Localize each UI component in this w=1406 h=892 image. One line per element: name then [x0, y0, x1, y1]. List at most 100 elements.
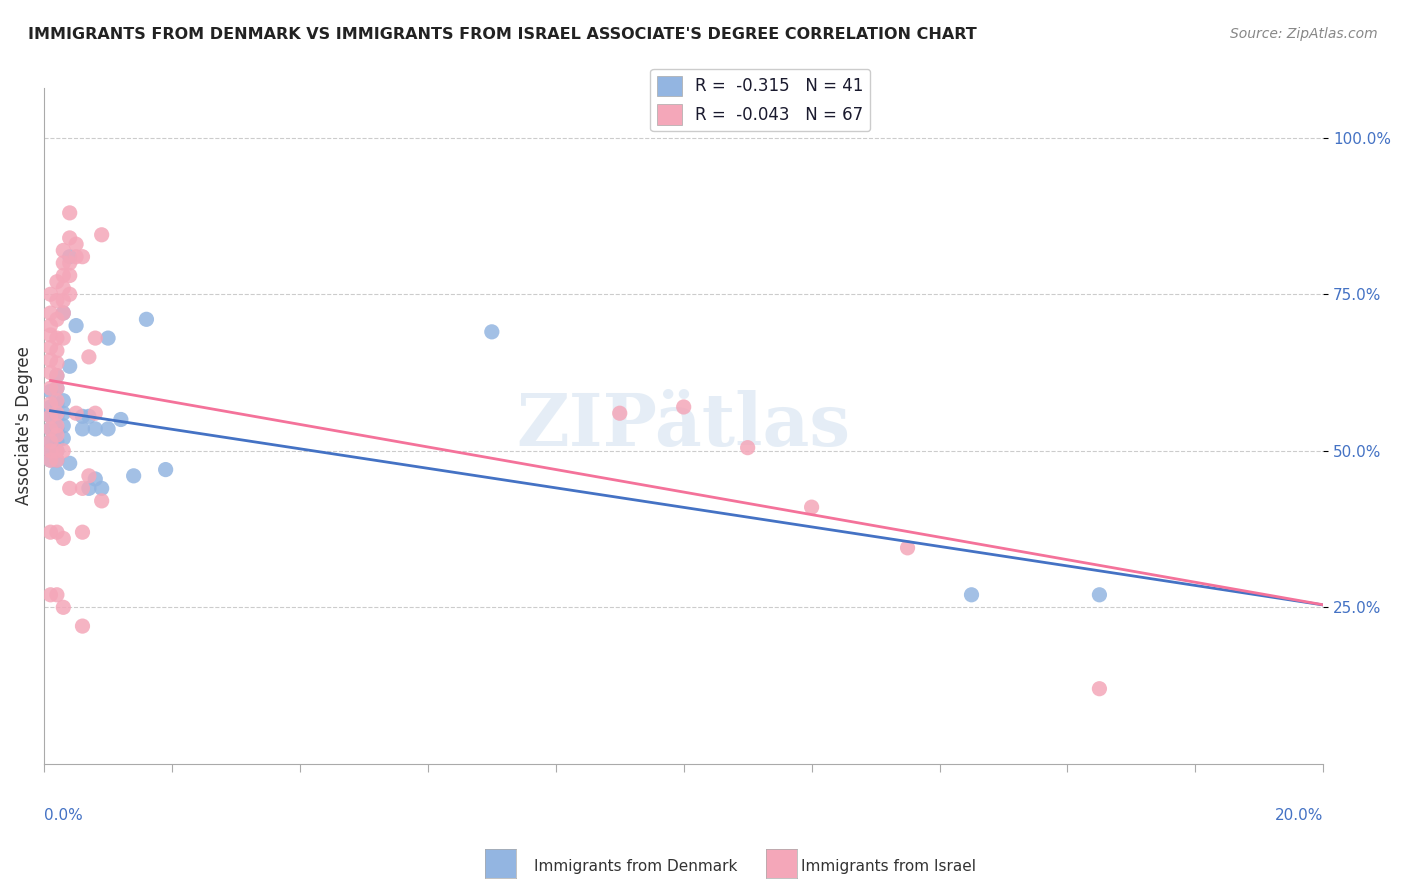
- Point: [52, 256, 75, 270]
- Point: [90, 494, 112, 508]
- Point: [84, 331, 107, 345]
- Point: [97, 422, 120, 436]
- Point: [45, 588, 67, 602]
- Point: [72, 619, 94, 633]
- Point: [84, 422, 107, 436]
- Point: [45, 368, 67, 383]
- Point: [84, 472, 107, 486]
- Point: [65, 318, 87, 333]
- Point: [59, 256, 82, 270]
- Point: [39, 341, 62, 355]
- Point: [59, 456, 82, 470]
- Point: [45, 434, 67, 449]
- Point: [39, 434, 62, 449]
- Point: [90, 481, 112, 495]
- Point: [960, 588, 983, 602]
- Point: [39, 588, 62, 602]
- Point: [122, 468, 145, 483]
- Point: [896, 541, 918, 555]
- Point: [39, 422, 62, 436]
- Point: [45, 397, 67, 411]
- Y-axis label: Associate's Degree: Associate's Degree: [15, 346, 32, 505]
- Point: [59, 359, 82, 374]
- Point: [672, 400, 695, 414]
- Point: [52, 331, 75, 345]
- Point: [65, 406, 87, 420]
- Point: [84, 406, 107, 420]
- Point: [90, 227, 112, 242]
- Point: [45, 428, 67, 442]
- Point: [52, 306, 75, 320]
- Point: [72, 525, 94, 540]
- Point: [45, 525, 67, 540]
- Point: [52, 406, 75, 420]
- Point: [39, 525, 62, 540]
- Point: [59, 231, 82, 245]
- Point: [72, 481, 94, 495]
- Point: [97, 331, 120, 345]
- Point: [52, 244, 75, 258]
- Point: [77, 350, 100, 364]
- Point: [72, 409, 94, 424]
- Point: [45, 443, 67, 458]
- Point: [52, 443, 75, 458]
- Point: [39, 443, 62, 458]
- Point: [45, 453, 67, 467]
- Point: [39, 453, 62, 467]
- Text: IMMIGRANTS FROM DENMARK VS IMMIGRANTS FROM ISRAEL ASSOCIATE'S DEGREE CORRELATION: IMMIGRANTS FROM DENMARK VS IMMIGRANTS FR…: [28, 27, 977, 42]
- Point: [39, 328, 62, 343]
- Point: [77, 409, 100, 424]
- Point: [45, 418, 67, 433]
- Point: [39, 434, 62, 449]
- Point: [39, 318, 62, 333]
- Point: [39, 353, 62, 368]
- Point: [52, 600, 75, 615]
- Point: [39, 409, 62, 424]
- Point: [39, 422, 62, 436]
- Point: [1088, 588, 1111, 602]
- Point: [800, 500, 823, 515]
- Point: [52, 293, 75, 308]
- Point: [39, 443, 62, 458]
- Point: [39, 397, 62, 411]
- Text: Immigrants from Israel: Immigrants from Israel: [801, 859, 976, 874]
- Point: [39, 381, 62, 395]
- Point: [45, 343, 67, 358]
- Point: [72, 250, 94, 264]
- Point: [52, 268, 75, 283]
- Point: [59, 481, 82, 495]
- Point: [59, 206, 82, 220]
- Point: [45, 293, 67, 308]
- Text: Immigrants from Denmark: Immigrants from Denmark: [534, 859, 738, 874]
- Point: [65, 250, 87, 264]
- Point: [45, 381, 67, 395]
- Legend: R =  -0.315   N = 41, R =  -0.043   N = 67: R = -0.315 N = 41, R = -0.043 N = 67: [651, 69, 870, 131]
- Point: [52, 393, 75, 408]
- Point: [45, 312, 67, 326]
- Point: [609, 406, 631, 420]
- Point: [45, 381, 67, 395]
- Point: [52, 532, 75, 546]
- Point: [155, 462, 177, 476]
- Point: [45, 331, 67, 345]
- Point: [39, 400, 62, 414]
- Point: [39, 453, 62, 467]
- Point: [72, 422, 94, 436]
- Point: [45, 368, 67, 383]
- Point: [110, 412, 132, 426]
- Point: [45, 275, 67, 289]
- Point: [52, 418, 75, 433]
- Point: [39, 306, 62, 320]
- Point: [45, 453, 67, 467]
- Point: [59, 287, 82, 301]
- Point: [59, 268, 82, 283]
- Point: [39, 287, 62, 301]
- Point: [59, 250, 82, 264]
- Text: Source: ZipAtlas.com: Source: ZipAtlas.com: [1230, 27, 1378, 41]
- Point: [39, 409, 62, 424]
- Point: [45, 422, 67, 436]
- Point: [39, 366, 62, 380]
- Point: [65, 237, 87, 252]
- Point: [52, 306, 75, 320]
- Text: 20.0%: 20.0%: [1275, 808, 1323, 822]
